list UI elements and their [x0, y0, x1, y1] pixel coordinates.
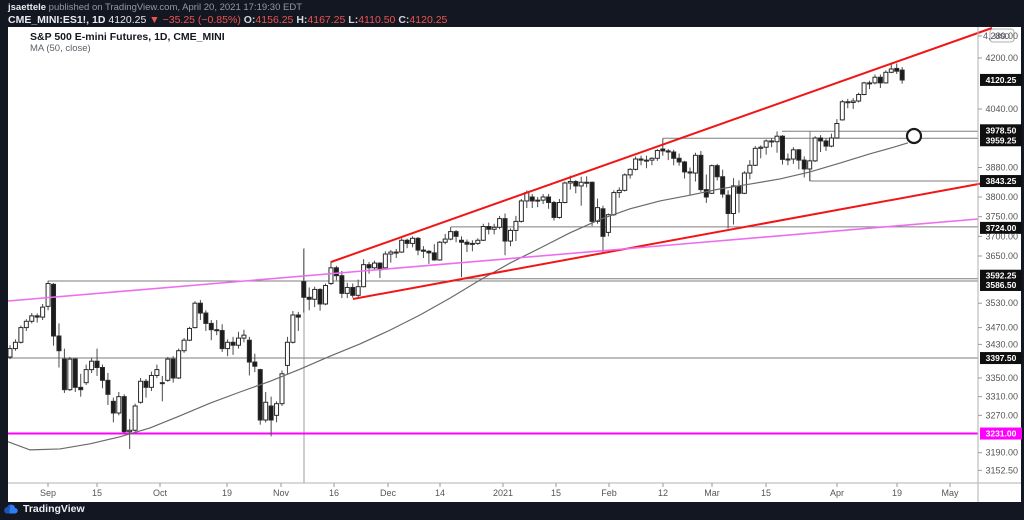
price-tick-3880: 3880.00	[985, 163, 1018, 173]
time-tick-May: May	[941, 488, 959, 498]
price-tick-3270: 3270.00	[985, 410, 1018, 420]
svg-text:3586.50: 3586.50	[986, 280, 1017, 290]
price-tick-3650: 3650.00	[985, 251, 1018, 261]
close-value: 4120.25	[409, 14, 448, 26]
svg-text:3978.50: 3978.50	[986, 125, 1017, 135]
price-badge-3978.5	[980, 124, 1022, 137]
currency-button-label: USD	[994, 32, 1010, 41]
author-name: jsaettele	[8, 2, 47, 13]
time-tick-Dec: Dec	[380, 488, 397, 498]
publish-header: jsaettele published on TradingView.com, …	[8, 2, 447, 27]
time-tick-15: 15	[551, 488, 561, 498]
svg-text:3397.50: 3397.50	[986, 353, 1017, 363]
time-tick-12: 12	[658, 488, 668, 498]
price-tick-3190: 3190.00	[985, 448, 1018, 458]
svg-text:3843.25: 3843.25	[986, 176, 1017, 186]
plot-background	[8, 27, 1021, 502]
time-tick-15: 15	[92, 488, 102, 498]
wedge-upper-trendline[interactable]	[330, 27, 993, 263]
price-tick-4280: 4,280.00	[983, 31, 1018, 41]
price-tick-3310: 3310.00	[985, 392, 1018, 402]
price-badge-3843.25	[980, 175, 1022, 188]
plot-area[interactable]	[6, 62, 978, 483]
time-tick-16: 16	[329, 488, 339, 498]
time-tick-Sep: Sep	[40, 488, 56, 498]
price-badge-3959.25	[980, 134, 1022, 147]
candlestick-series[interactable]	[8, 62, 905, 449]
open-value: 4156.25	[255, 14, 294, 26]
price-badge-3586.5	[980, 278, 1022, 291]
interval-label: 1D	[92, 14, 106, 26]
price-badge-3231	[980, 427, 1022, 440]
time-tick-Feb: Feb	[601, 488, 617, 498]
horizontal-levels[interactable]	[8, 130, 978, 435]
price-tick-3350: 3350.00	[985, 373, 1018, 383]
down-triangle-icon: ▼	[149, 14, 160, 26]
price-badge-3724	[980, 221, 1022, 234]
chart-legend[interactable]: S&P 500 E-mini Futures, 1D, CME_MINI MA …	[30, 31, 225, 55]
low-label: L:	[348, 14, 359, 26]
price-tick-4040: 4040.00	[985, 104, 1018, 114]
tradingview-cloud-icon	[4, 504, 18, 514]
time-tick-Mar: Mar	[704, 488, 720, 498]
svg-text:3592.25: 3592.25	[986, 271, 1017, 281]
tradingview-brand-text: TradingView	[23, 503, 85, 515]
svg-text:4120.25: 4120.25	[986, 75, 1017, 85]
ma50-line[interactable]	[6, 142, 909, 451]
price-tick-4200: 4200.00	[985, 53, 1018, 63]
time-tick-19: 19	[222, 488, 232, 498]
footer-bar: TradingView	[0, 502, 1024, 520]
currency-button[interactable]	[989, 28, 1015, 43]
wedge-lower-trendline[interactable]	[352, 182, 985, 300]
last-price: 4120.25	[108, 14, 147, 26]
indicator-label: MA (50, close)	[30, 43, 91, 54]
chart-title: S&P 500 E-mini Futures, 1D, CME_MINI	[30, 31, 225, 43]
price-tick-3530: 3530.00	[985, 298, 1018, 308]
price-tick-3700: 3700.00	[985, 231, 1018, 241]
svg-text:3959.25: 3959.25	[986, 135, 1017, 145]
low-value: 4110.50	[358, 14, 396, 26]
time-tick-2021: 2021	[493, 488, 513, 498]
price-tick-3430: 3430.00	[985, 339, 1018, 349]
high-value: 4167.25	[307, 14, 346, 26]
price-tick-3152.5: 3152.50	[985, 465, 1018, 475]
price-axis[interactable]	[978, 28, 1022, 471]
open-label: O:	[243, 14, 256, 26]
price-badge-3592.25	[980, 269, 1022, 282]
symbol-name: CME_MINI:ES1!,	[8, 14, 90, 26]
price-tick-3750: 3750.00	[985, 212, 1018, 222]
high-label: H:	[296, 14, 308, 26]
time-tick-19: 19	[892, 488, 902, 498]
svg-text:3231.00: 3231.00	[986, 429, 1017, 439]
long-term-pink-trendline[interactable]	[7, 218, 979, 302]
tradingview-link[interactable]: TradingView	[4, 503, 85, 515]
price-badge-4120.25	[980, 73, 1022, 86]
time-tick-14: 14	[435, 488, 445, 498]
close-label: C:	[398, 14, 410, 26]
price-badge-3397.5	[980, 352, 1022, 365]
time-tick-Nov: Nov	[273, 488, 290, 498]
symbol-status-line: CME_MINI:ES1!, 1D 4120.25 ▼ −35.25 (−0.8…	[8, 14, 447, 27]
time-tick-Apr: Apr	[830, 488, 844, 498]
circle-annotation[interactable]	[905, 127, 923, 145]
price-tick-3470: 3470.00	[985, 323, 1018, 333]
time-tick-15: 15	[761, 488, 771, 498]
svg-text:3724.00: 3724.00	[986, 223, 1017, 233]
publish-byline: jsaettele published on TradingView.com, …	[8, 2, 447, 14]
time-axis[interactable]	[47, 483, 951, 487]
price-tick-3800: 3800.00	[985, 192, 1018, 202]
time-tick-Oct: Oct	[153, 488, 168, 498]
publish-info: published on TradingView.com, April 20, …	[46, 2, 302, 13]
price-change: −35.25 (−0.85%)	[162, 14, 241, 26]
